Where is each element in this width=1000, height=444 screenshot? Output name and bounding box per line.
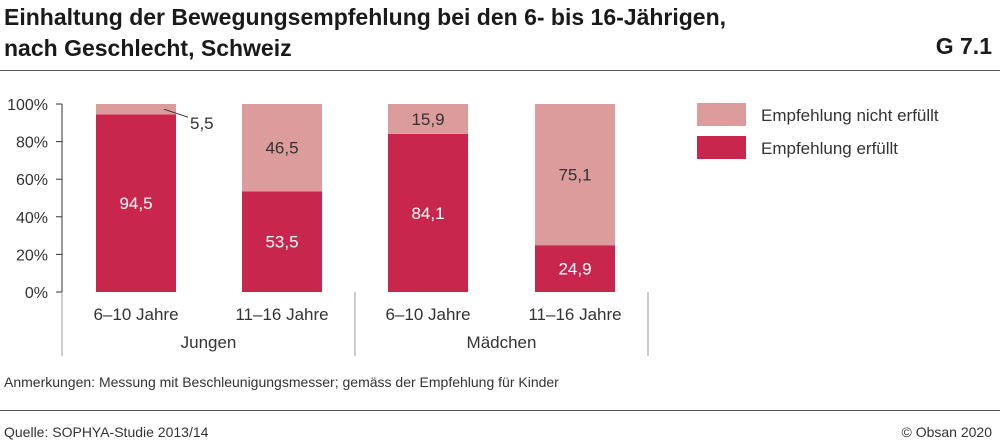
x-category-label: 6–10 Jahre	[93, 305, 178, 324]
bar-segment-empfehlung-nicht-erfuellt	[96, 104, 176, 115]
bar-segment-empfehlung-nicht-erfuellt	[242, 104, 322, 192]
figure-code: G 7.1	[935, 33, 992, 59]
x-group-label: Mädchen	[467, 333, 537, 352]
data-label-empfehlung-nicht-erfuellt: 75,1	[558, 166, 591, 185]
bottom-rule	[0, 410, 1000, 411]
y-tick-label: 80%	[16, 135, 48, 152]
data-label-empfehlung-nicht-erfuellt: 15,9	[411, 110, 444, 129]
bar-segment-empfehlung-nicht-erfuellt	[388, 104, 468, 134]
y-tick-label: 0%	[25, 285, 48, 302]
title-line-2: nach Geschlecht, Schweiz	[4, 35, 292, 61]
data-label-empfehlung-erfuellt: 84,1	[411, 204, 444, 223]
copyright-text: © Obsan 2020	[901, 424, 993, 440]
y-tick-label: 60%	[16, 172, 48, 189]
source-text: Quelle: SOPHYA-Studie 2013/14	[4, 424, 209, 440]
data-label-leader-line	[163, 108, 189, 118]
data-label-empfehlung-erfuellt: 53,5	[265, 233, 298, 252]
chart-title: Einhaltung der Bewegungsempfehlung bei d…	[4, 2, 726, 64]
bar-segment-empfehlung-erfuellt	[96, 114, 176, 292]
x-category-label: 11–16 Jahre	[528, 305, 621, 324]
data-label-empfehlung-nicht-erfuellt: 46,5	[265, 139, 298, 158]
legend-swatch	[697, 136, 746, 159]
legend-label: Empfehlung nicht erfüllt	[761, 106, 939, 125]
legend-swatch	[697, 103, 746, 126]
stacked-bar-chart: 0% 20% 40% 60% 80% 100% 94,5 5,5 6–10 Jahre 53,5 4…	[7, 97, 939, 356]
data-label-empfehlung-nicht-erfuellt: 5,5	[190, 114, 214, 133]
top-rule	[0, 70, 1000, 71]
bar-segment-empfehlung-erfuellt	[388, 133, 468, 292]
data-label-empfehlung-erfuellt: 94,5	[119, 194, 152, 213]
y-tick-label: 40%	[16, 210, 48, 227]
bar-segment-empfehlung-nicht-erfuellt	[535, 104, 615, 246]
chart-note: Anmerkungen: Messung mit Beschleunigungs…	[4, 374, 559, 390]
y-tick-label: 20%	[16, 247, 48, 264]
title-line-1: Einhaltung der Bewegungsempfehlung bei d…	[4, 4, 727, 30]
legend-label: Empfehlung erfüllt	[761, 139, 898, 158]
x-group-label: Jungen	[181, 333, 237, 352]
x-category-label: 11–16 Jahre	[235, 305, 328, 324]
bar-segment-empfehlung-erfuellt	[535, 245, 615, 292]
data-label-empfehlung-erfuellt: 24,9	[558, 260, 591, 279]
y-tick-label: 100%	[7, 97, 48, 114]
bar-segment-empfehlung-erfuellt	[242, 191, 322, 292]
x-category-label: 6–10 Jahre	[385, 305, 470, 324]
